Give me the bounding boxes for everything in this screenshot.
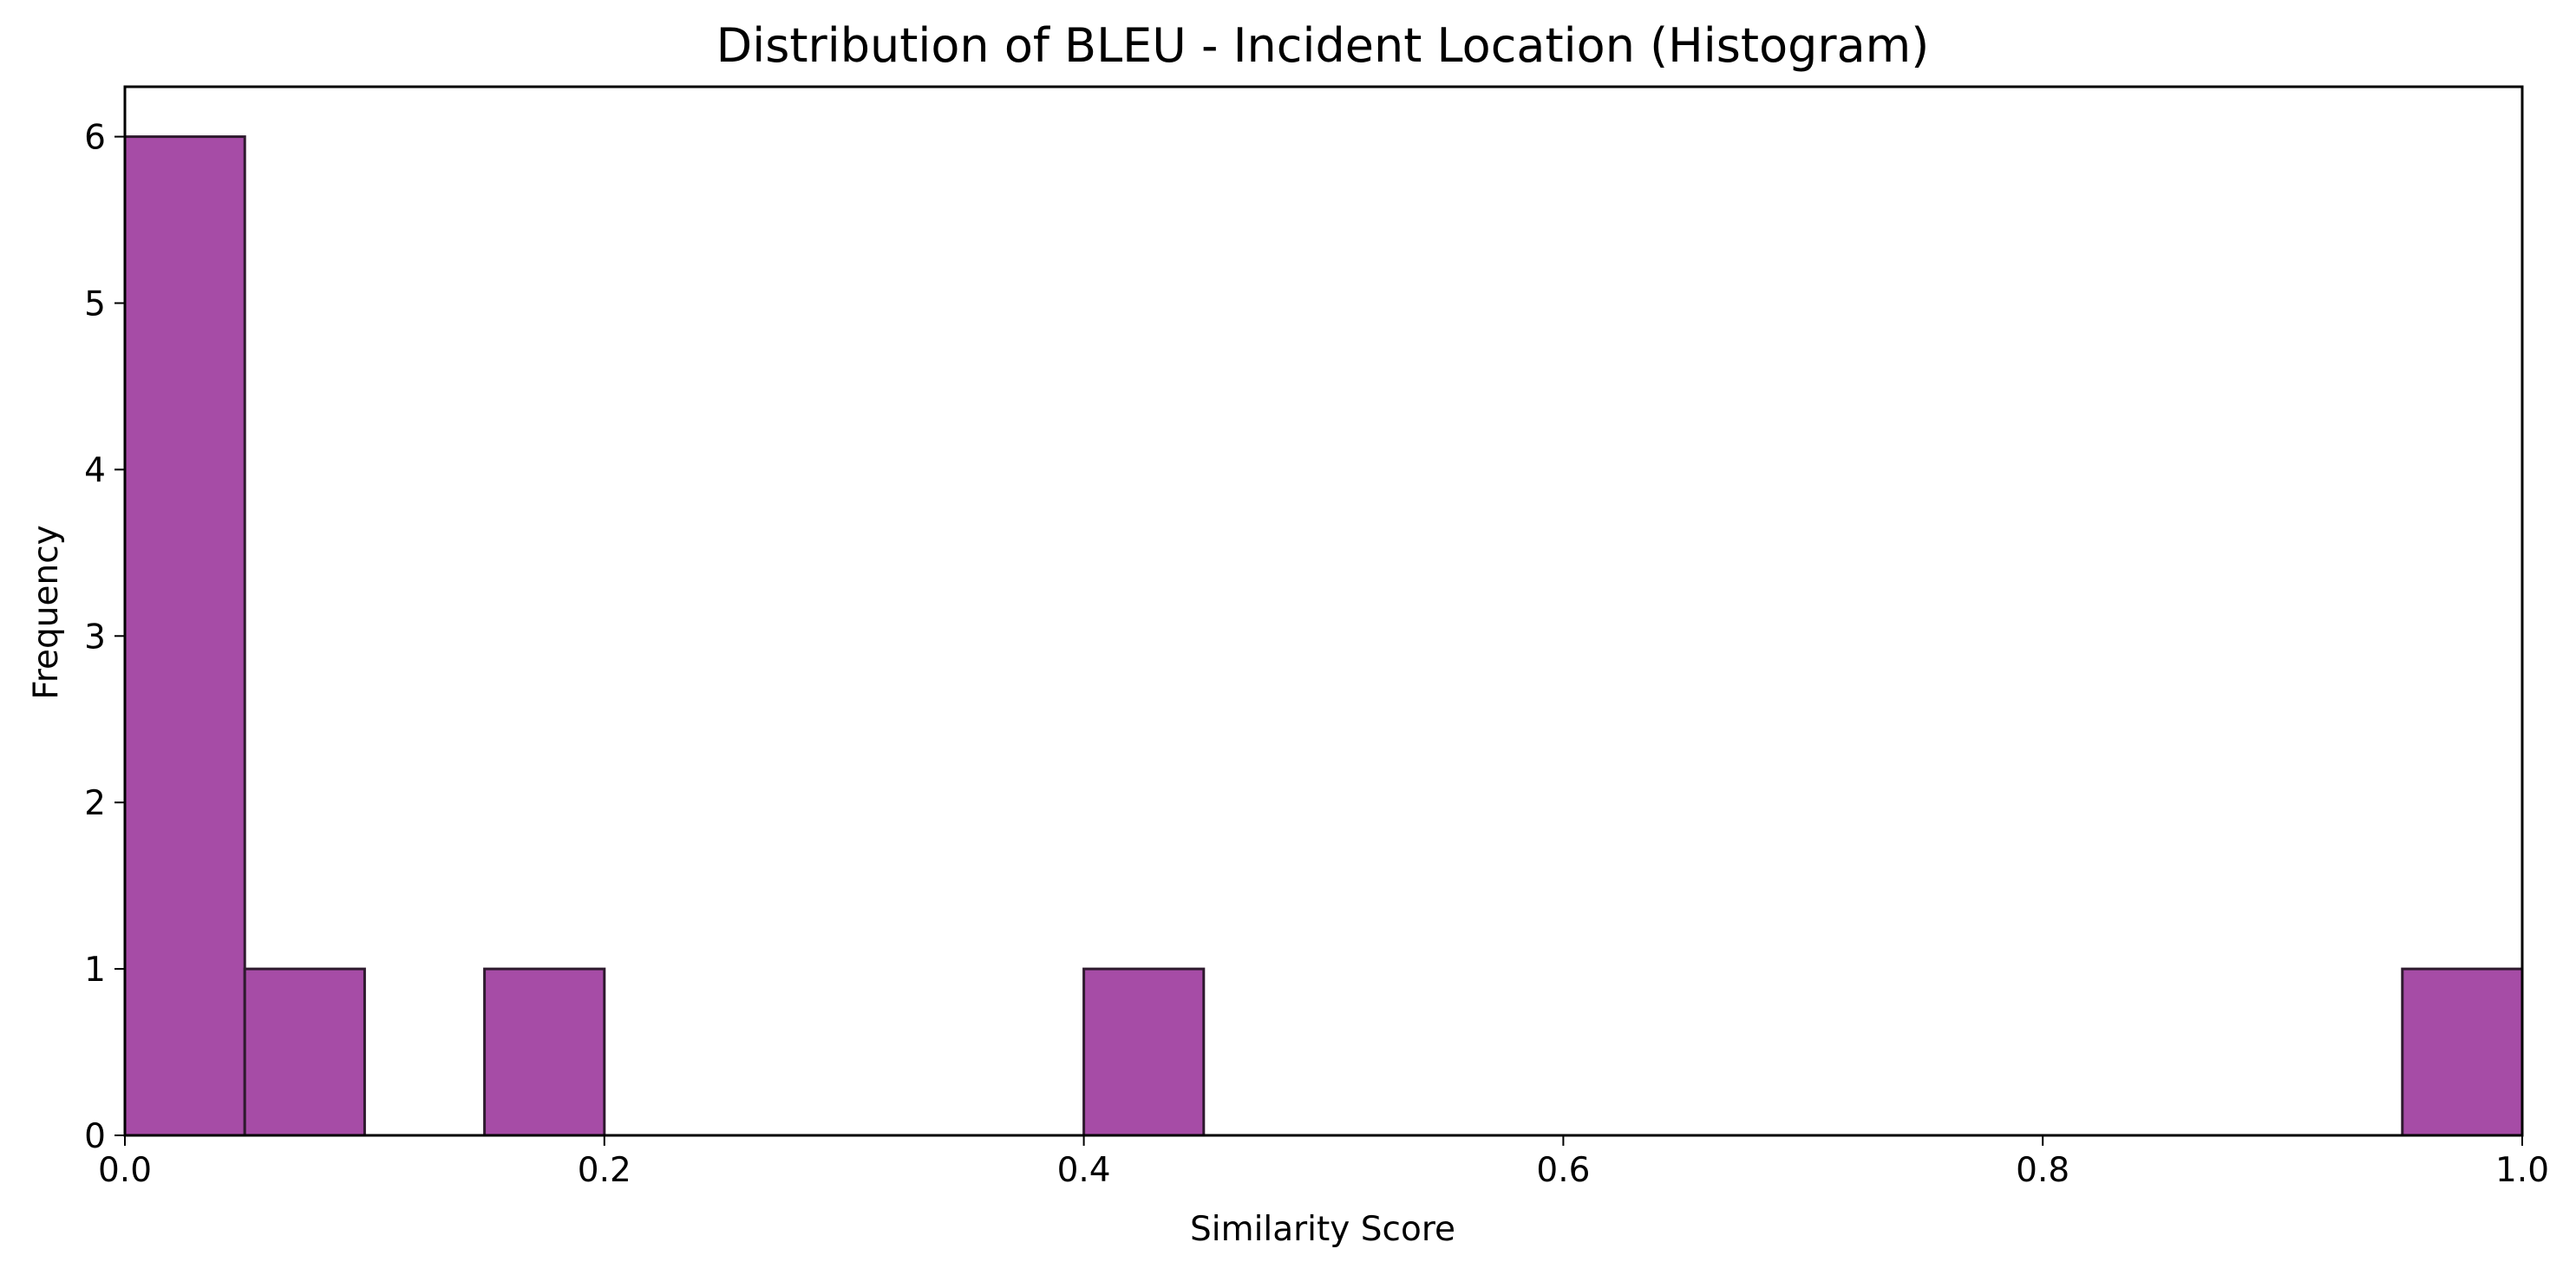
histogram-bar	[1082, 967, 1206, 1137]
y-tick-label: 3	[84, 618, 106, 657]
x-tick-label: 1.0	[2495, 1151, 2549, 1190]
x-tick-label: 0.8	[2016, 1151, 2069, 1190]
x-axis-label: Similarity Score	[1190, 1210, 1455, 1249]
x-tick-label: 0.2	[578, 1151, 631, 1190]
y-tick-label: 0	[84, 1117, 106, 1156]
y-tick-label: 6	[84, 119, 106, 158]
x-tick-label: 0.0	[98, 1151, 152, 1190]
plot-frame	[123, 85, 2524, 1137]
bars-layer	[123, 135, 2524, 1137]
x-tick-label: 0.4	[1057, 1151, 1111, 1190]
y-ticks-layer: 0 1 2 3 4 5 6	[84, 119, 125, 1156]
y-tick-label: 4	[84, 451, 106, 490]
chart-title: Distribution of BLEU - Incident Location…	[716, 18, 1930, 73]
histogram-bar	[123, 135, 246, 1137]
y-tick-label: 2	[84, 784, 106, 823]
histogram-bar	[2401, 967, 2524, 1137]
y-axis-label: Frequency	[27, 525, 66, 699]
x-ticks-layer: 0.0 0.2 0.4 0.6 0.8 1.0	[98, 1135, 2549, 1190]
y-tick-label: 1	[84, 951, 106, 990]
y-tick-label: 5	[84, 284, 106, 324]
histogram-bar	[483, 967, 606, 1137]
x-tick-label: 0.6	[1536, 1151, 1590, 1190]
histogram-bar	[243, 967, 366, 1137]
